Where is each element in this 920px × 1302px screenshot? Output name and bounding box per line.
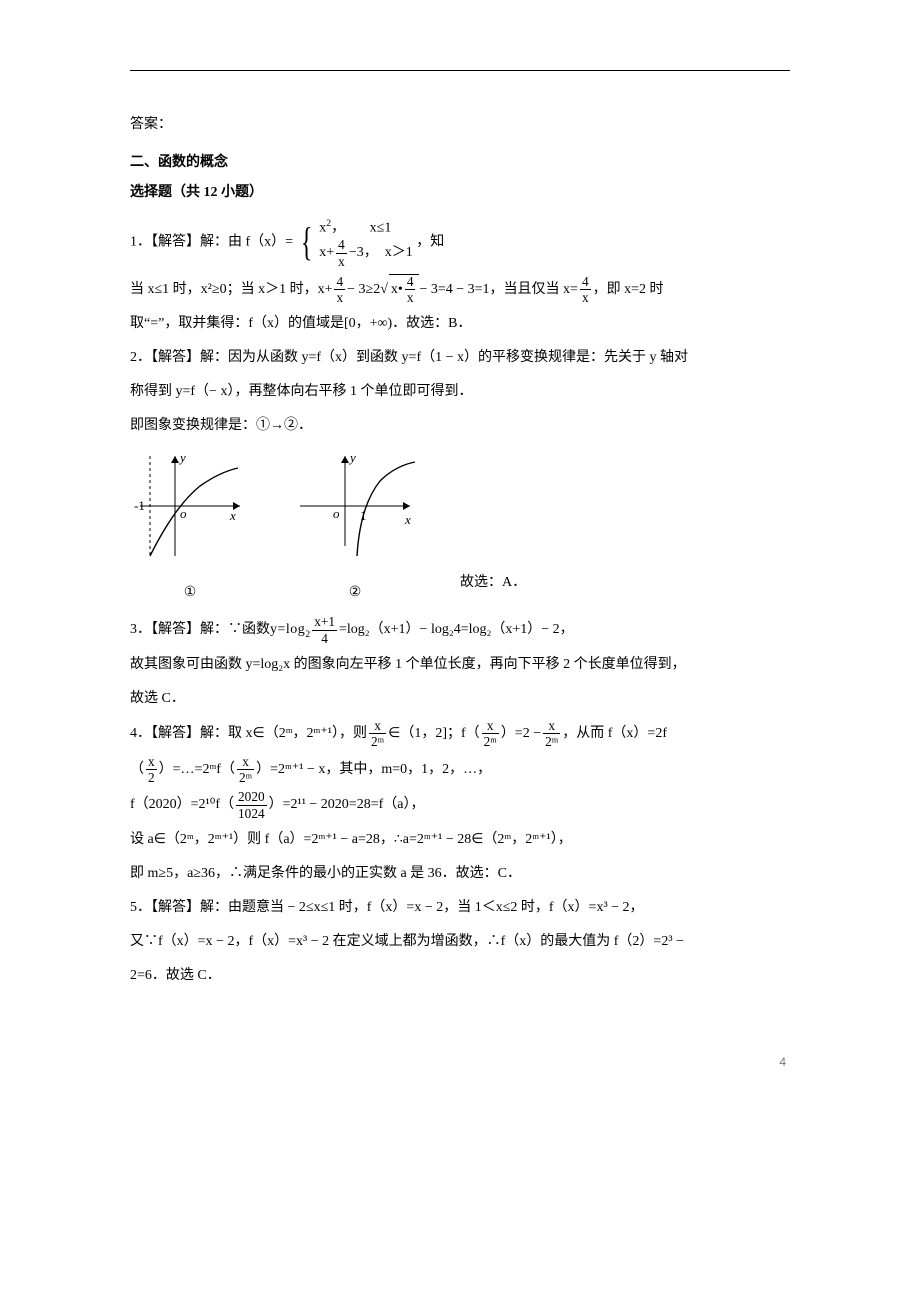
q3-fn: x+1: [312, 615, 337, 630]
q2-line3: 即图象变换规律是：①→②．: [130, 412, 790, 440]
q1-c2-den: x: [336, 254, 347, 268]
g2-x: x: [404, 512, 411, 527]
q4-l2f1d: 2: [146, 770, 157, 784]
section-title: 二、函数的概念: [130, 149, 790, 177]
q2-cap2: ②: [290, 579, 420, 607]
q1-case2-left: x+: [319, 245, 334, 260]
q3-line3: 故选 C．: [130, 685, 790, 713]
q1-case2-cond: x＞1: [385, 245, 413, 260]
q4-l2b: ）=…=2ᵐf（: [159, 762, 235, 777]
q4-line1: 4．【解答】解：取 x∈（2ᵐ，2ᵐ⁺¹），则x2ᵐ∈（1，2]；f（x2ᵐ）=…: [130, 719, 790, 749]
top-rule: [130, 70, 790, 71]
g1-x: x: [229, 508, 236, 523]
q2-answer: 故选：A．: [460, 569, 526, 607]
q4-l2f2d: 2ᵐ: [237, 770, 254, 784]
q1-piecewise: x2， x≤1 x+4x−3， x＞1: [319, 217, 412, 268]
q4-line4: 设 a∈（2ᵐ，2ᵐ⁺¹）则 f（a）=2ᵐ⁺¹ − a=28，∴a=2ᵐ⁺¹ …: [130, 826, 790, 854]
q3-l1a: 3．【解答】解：∵函数: [130, 622, 270, 637]
q4-f1n: x: [369, 719, 386, 734]
q5-line2: 又∵f（x）=x − 2，f（x）=x³ − 2 在定义域上都为增函数，∴f（x…: [130, 928, 790, 956]
answer-label: 答案：: [130, 111, 790, 139]
sqrt-icon: √: [380, 282, 388, 297]
q3-fd: 4: [312, 631, 337, 645]
q4-line3: f（2020）=2¹⁰f（20201024）=2¹¹ − 2020=28=f（a…: [130, 790, 790, 820]
q4-l2c: ）=2ᵐ⁺¹ − x，其中，m=0，1，2，…，: [256, 762, 491, 777]
g2-o: o: [333, 506, 340, 521]
q1-c2-num: 4: [336, 238, 347, 253]
g2-one: 1: [360, 508, 367, 523]
q1-l2c: − 3=4 − 3=1，当且仅当 x=: [419, 282, 577, 297]
q4-l2f2n: x: [237, 755, 254, 770]
q4-f3d: 2ᵐ: [543, 734, 560, 748]
q1-line2: 当 x≤1 时，x²≥0；当 x＞1 时，x+4x− 3≥2√x•4x− 3=4…: [130, 274, 790, 305]
g1-y: y: [178, 450, 186, 465]
q3-l1b: =log₂（x+1）− log₂4=log₂（x+1）− 2，: [339, 622, 574, 637]
q2-graphs: y x o -1 ① y x o 1 ② 故选：A．: [130, 446, 790, 607]
q4-line5: 即 m≥5，a≥36，∴满足条件的最小的正实数 a 是 36．故选：C．: [130, 860, 790, 888]
q1-suffix: ，知: [416, 235, 444, 250]
q1-line3: 取“=”，取并集得：f（x）的值域是[0，+∞)．故选：B．: [130, 310, 790, 338]
page-number: 4: [130, 1050, 790, 1074]
g2-y: y: [348, 450, 356, 465]
q4-f3n: x: [543, 719, 560, 734]
q1-l2-f2n: 4: [580, 275, 591, 290]
q1-l2a: 当 x≤1 时，x²≥0；当 x＞1 时，x+: [130, 282, 332, 297]
q1-case1-mid: ，: [331, 221, 345, 236]
g1-o: o: [180, 506, 187, 521]
q2-cap1: ①: [130, 579, 250, 607]
q2-line2: 称得到 y=f（− x），再整体向右平移 1 个单位即可得到．: [130, 378, 790, 406]
q4-f1d: 2ᵐ: [369, 734, 386, 748]
g1-neg1: -1: [134, 498, 145, 513]
brace-icon: {: [300, 222, 312, 262]
q3-l1y: y=log: [270, 622, 305, 637]
q4-l1a: 4．【解答】解：取 x∈（2ᵐ，2ᵐ⁺¹），则: [130, 726, 367, 741]
q1-l2d: ，即 x=2 时: [593, 282, 664, 297]
q1-prefix: 1．【解答】解：由 f（x）=: [130, 235, 293, 250]
q1-case2-mid: −3，: [349, 245, 378, 260]
q1-sqrt-fd: x: [405, 290, 416, 304]
q4-l3b: ）=2¹¹ − 2020=28=f（a），: [269, 797, 425, 812]
q4-l1b: ∈（1，2]；f（: [388, 726, 480, 741]
q4-l1d: ，从而 f（x）=2f: [562, 726, 667, 741]
q2-line1: 2．【解答】解：因为从函数 y=f（x）到函数 y=f（1 − x）的平移变换规…: [130, 344, 790, 372]
q5-line3: 2=6．故选 C．: [130, 962, 790, 990]
q4-l1c: ）=2 −: [501, 726, 541, 741]
q4-l2f1n: x: [146, 755, 157, 770]
q2-graph2: y x o 1: [290, 446, 420, 566]
q4-l3fn: 2020: [236, 790, 267, 805]
q1-l2b: − 3≥2: [347, 282, 380, 297]
q4-l3fd: 1024: [236, 806, 267, 820]
q1-sqrt-a: x•: [391, 282, 403, 297]
q4-f2n: x: [482, 719, 499, 734]
q1-l2-f1d: x: [334, 290, 345, 304]
q1-l2-f2d: x: [580, 290, 591, 304]
q2-graph1: y x o -1: [130, 446, 250, 566]
q1-case1-cond: x≤1: [370, 221, 392, 236]
q4-line2: （x2）=…=2ᵐf（x2ᵐ）=2ᵐ⁺¹ − x，其中，m=0，1，2，…，: [130, 755, 790, 785]
q1-sqrt-fn: 4: [405, 275, 416, 290]
q1-l2-f1n: 4: [334, 275, 345, 290]
q3-line1: 3．【解答】解：∵函数y=log2x+14=log₂（x+1）− log₂4=l…: [130, 615, 790, 645]
q4-l2a: （: [130, 762, 144, 777]
q3-line2: 故其图象可由函数 y=log₂x 的图象向左平移 1 个单位长度，再向下平移 2…: [130, 651, 790, 679]
q5-line1: 5．【解答】解：由题意当 − 2≤x≤1 时，f（x）=x − 2，当 1＜x≤…: [130, 894, 790, 922]
q4-f2d: 2ᵐ: [482, 734, 499, 748]
sub-title: 选择题（共 12 小题）: [130, 179, 790, 207]
q4-l3a: f（2020）=2¹⁰f（: [130, 797, 234, 812]
q1-line1: 1．【解答】解：由 f（x）= { x2， x≤1 x+4x−3， x＞1 ，知: [130, 217, 790, 268]
